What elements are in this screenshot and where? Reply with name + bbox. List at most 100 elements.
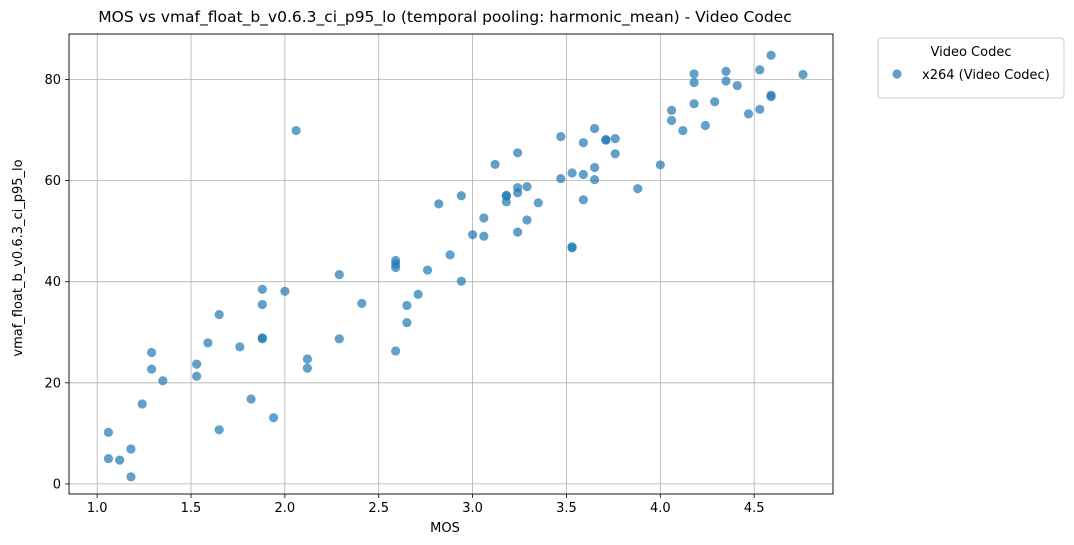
x-tick-label: 4.0 [650, 501, 671, 516]
scatter-point [479, 213, 489, 223]
scatter-point [689, 99, 699, 109]
scatter-point [192, 359, 202, 369]
scatter-point [257, 333, 267, 343]
y-axis-label: vmaf_float_b_v0.6.3_ci_p95_lo [11, 159, 26, 356]
scatter-point [610, 134, 620, 144]
scatter-point [721, 76, 731, 86]
y-tick-label: 40 [44, 275, 61, 290]
scatter-point [590, 162, 600, 173]
scatter-point [721, 66, 731, 77]
scatter-point [567, 168, 577, 178]
scatter-point [766, 92, 776, 102]
scatter-point [610, 149, 620, 159]
grid [69, 34, 833, 494]
scatter-point [578, 169, 588, 180]
scatter-point [146, 364, 157, 374]
scatter-point [743, 109, 754, 119]
scatter-point [578, 195, 588, 205]
scatter-point [402, 300, 412, 311]
scatter-point [158, 376, 168, 386]
scatter-point [798, 69, 808, 80]
scatter-point [445, 250, 455, 260]
axis-ticks: 1.0 1.5 2.0 2.5 3.0 3.5 4.0 4.5 0 20 40 60 80 [44, 73, 764, 516]
y-tick-label: 0 [53, 477, 61, 492]
scatter-point [235, 342, 245, 352]
scatter-point [103, 454, 114, 464]
scatter-point [601, 135, 611, 145]
y-tick-label: 80 [44, 73, 61, 88]
scatter-point [257, 284, 267, 294]
data-points [103, 50, 808, 482]
scatter-point [655, 160, 665, 170]
scatter-point [214, 425, 224, 435]
scatter-point [513, 227, 523, 237]
legend-box [877, 37, 1065, 99]
x-tick-label: 2.0 [275, 501, 296, 516]
scatter-point [689, 69, 699, 79]
scatter-point [556, 173, 566, 184]
scatter-point [456, 191, 466, 201]
scatter-point [115, 455, 125, 465]
x-tick-label: 4.5 [744, 501, 765, 516]
x-tick-label: 2.5 [368, 501, 389, 516]
plot-frame [68, 33, 834, 495]
chart-title: MOS vs vmaf_float_b_v0.6.3_ci_p95_lo (te… [98, 8, 791, 27]
scatter-point [103, 427, 114, 437]
scatter-point [678, 125, 688, 136]
scatter-point [501, 197, 511, 207]
scatter-point [334, 334, 344, 344]
scatter-point [391, 262, 401, 273]
scatter-point [257, 299, 267, 310]
scatter-point [413, 289, 423, 299]
scatter-point [513, 188, 523, 198]
legend-entry-label: x264 (Video Codec) [922, 68, 1050, 83]
scatter-point [590, 123, 600, 134]
scatter-point [689, 77, 699, 88]
legend-title: Video Codec [931, 45, 1012, 60]
scatter-point [291, 125, 301, 136]
scatter-point [280, 286, 290, 296]
x-tick-label: 1.0 [87, 501, 108, 516]
scatter-point [578, 138, 588, 148]
scatter-point [666, 115, 677, 126]
scatter-point [402, 318, 412, 328]
scatter-point [434, 199, 444, 209]
scatter-point [203, 338, 213, 348]
scatter-point [269, 413, 279, 423]
scatter-point [732, 80, 742, 91]
scatter-point [755, 104, 765, 114]
scatter-point [126, 444, 136, 454]
scatter-point [533, 198, 543, 208]
scatter-point [137, 399, 147, 409]
x-axis-label: MOS [430, 521, 460, 536]
scatter-point [755, 65, 765, 75]
scatter-point [146, 347, 157, 358]
scatter-point [490, 159, 500, 170]
scatter-point [567, 243, 577, 253]
legend-marker [892, 69, 902, 79]
legend: Video Codec x264 (Video Codec) [877, 37, 1065, 99]
scatter-point [357, 298, 367, 309]
scatter-point [556, 132, 566, 142]
scatter-point [391, 346, 401, 356]
x-tick-label: 1.5 [181, 501, 202, 516]
scatter-point [766, 50, 776, 60]
scatter-point [467, 230, 478, 240]
x-tick-label: 3.0 [462, 501, 483, 516]
scatter-point [666, 105, 677, 115]
scatter-point [422, 265, 433, 275]
scatter-point [590, 174, 600, 185]
scatter-point [192, 371, 202, 381]
scatter-point [633, 184, 643, 194]
scatter-point [710, 97, 720, 107]
scatter-point [126, 472, 136, 482]
scatter-point [522, 215, 532, 225]
scatter-point [302, 363, 312, 373]
scatter-point [513, 148, 523, 158]
scatter-point [456, 276, 466, 286]
y-tick-label: 60 [44, 174, 61, 189]
scatter-point [479, 231, 489, 241]
y-tick-label: 20 [44, 376, 61, 391]
scatter-point [214, 309, 224, 320]
